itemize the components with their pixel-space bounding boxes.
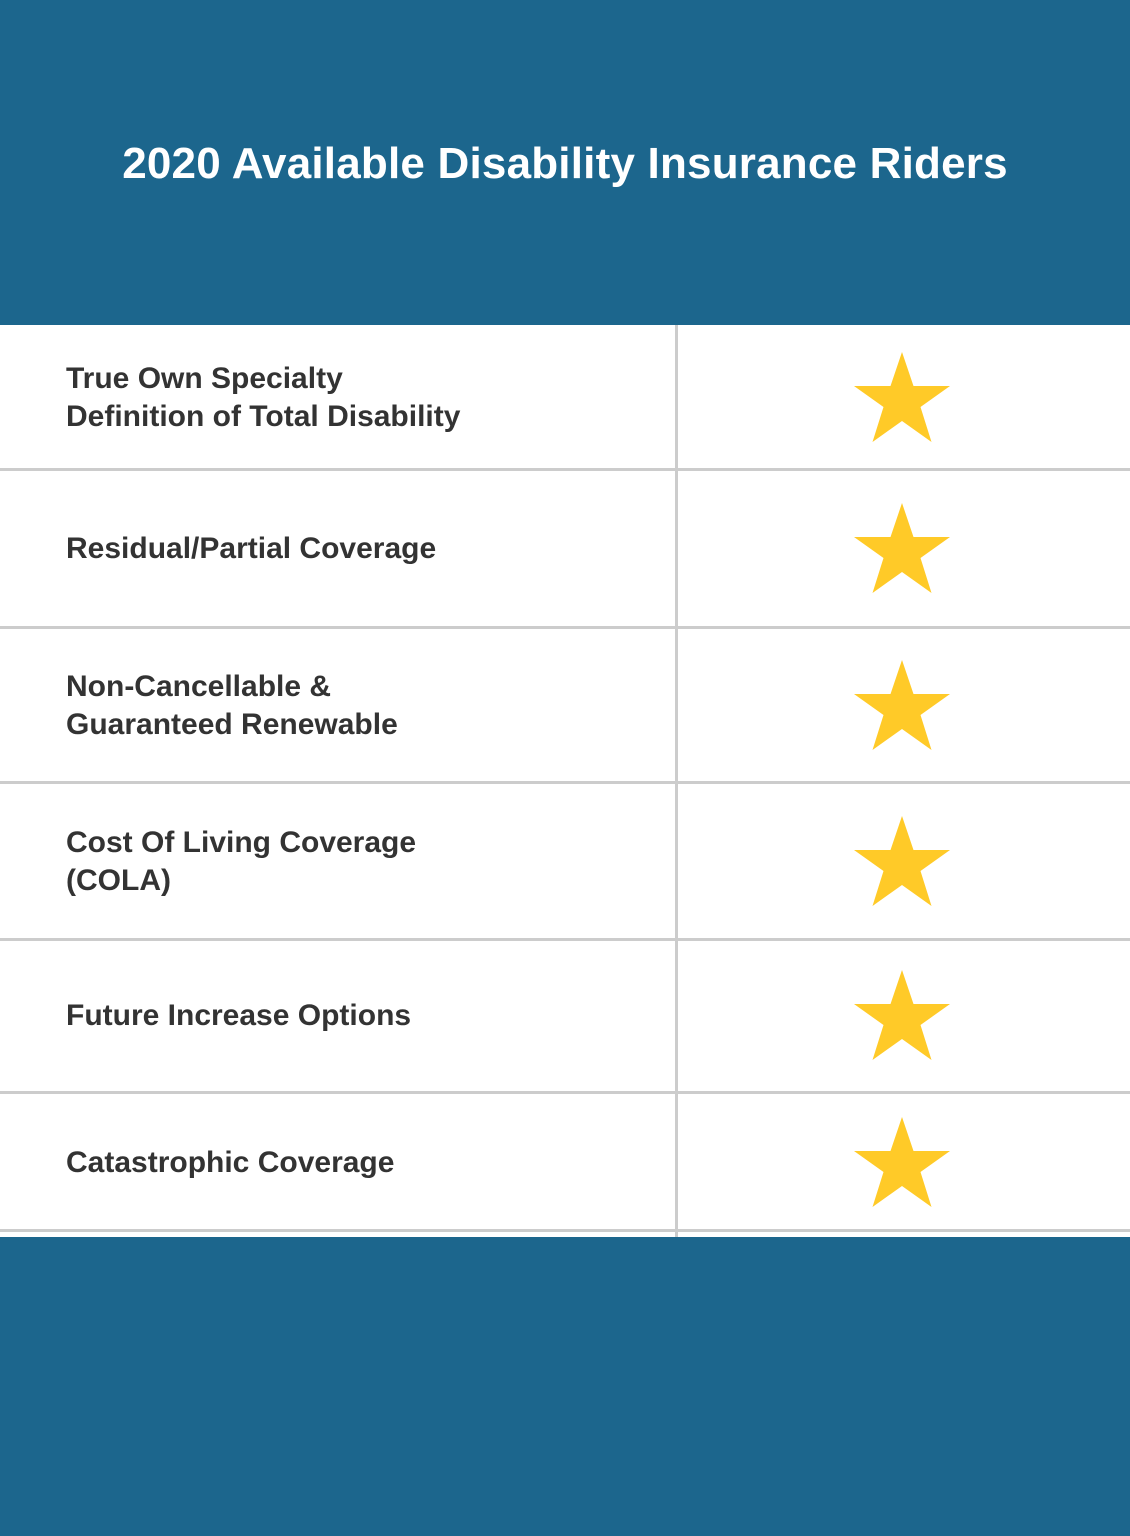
header-banner: 2020 Available Disability Insurance Ride… xyxy=(0,0,1130,325)
row-divider xyxy=(0,468,1130,471)
row-divider xyxy=(0,1091,1130,1094)
footer-banner xyxy=(0,1237,1130,1536)
row-divider xyxy=(0,781,1130,784)
rider-label: Catastrophic Coverage xyxy=(66,1145,395,1179)
star-icon xyxy=(854,503,950,593)
star-icon xyxy=(854,660,950,750)
rider-row: Non-Cancellable & Guaranteed Renewable xyxy=(0,629,1130,783)
rider-row: Catastrophic Coverage xyxy=(0,1094,1130,1231)
row-divider xyxy=(0,1229,1130,1232)
rider-label: Future Increase Options xyxy=(66,999,412,1032)
star-icon xyxy=(854,970,950,1060)
page-title: 2020 Available Disability Insurance Ride… xyxy=(122,139,1008,188)
row-divider xyxy=(0,626,1130,629)
star-icon xyxy=(854,815,950,906)
riders-table: True Own Specialty Definition of Total D… xyxy=(0,325,1130,1237)
rider-label: Non-Cancellable & Guaranteed Renewable xyxy=(66,670,398,741)
rider-row: Residual/Partial Coverage xyxy=(0,471,1130,627)
star-icon xyxy=(854,1116,950,1207)
rider-label: Cost Of Living Coverage (COLA) xyxy=(66,825,417,897)
rider-label: Residual/Partial Coverage xyxy=(66,532,437,565)
row-divider xyxy=(0,938,1130,941)
rider-row: Future Increase Options xyxy=(0,941,1130,1091)
star-icon xyxy=(854,351,950,442)
rider-row: Cost Of Living Coverage (COLA) xyxy=(0,784,1130,939)
rider-label: True Own Specialty Definition of Total D… xyxy=(66,361,461,433)
rider-row: True Own Specialty Definition of Total D… xyxy=(0,325,1130,470)
